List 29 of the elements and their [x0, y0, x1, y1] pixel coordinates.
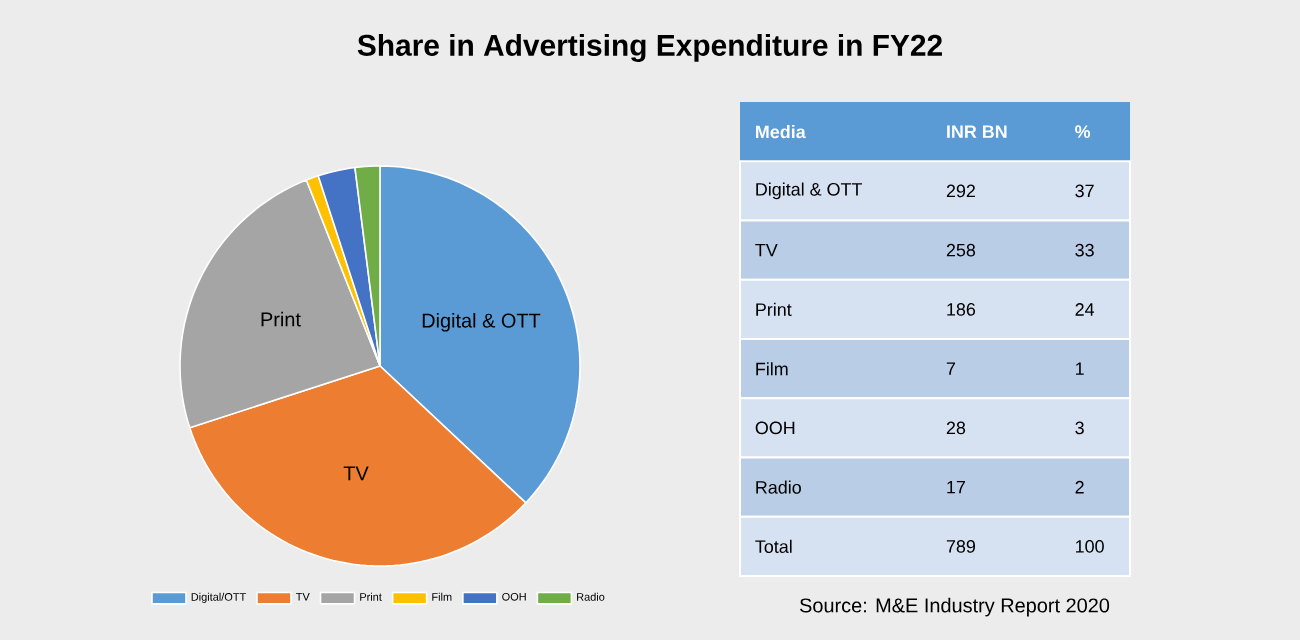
data-label: 2 [1075, 480, 1084, 494]
data-label: 789 [946, 540, 976, 553]
data-label: 258 [946, 243, 976, 257]
data-label: 100 [1076, 540, 1104, 553]
data-label: 186 [947, 303, 976, 316]
source-note: Source: M&E Industry Report 2020 [799, 597, 1110, 617]
series-label: INR BN [947, 125, 1007, 138]
category-label: Radio [756, 480, 801, 494]
text: Digital & OTT [422, 313, 541, 332]
category-label: OOH [755, 421, 795, 435]
data-label: 3 [1075, 421, 1084, 435]
data-label: 37 [1075, 184, 1094, 198]
data-label: 24 [1075, 303, 1095, 316]
category-label: Total [755, 539, 792, 553]
data-label: 33 [1075, 243, 1094, 257]
category-label: Print [756, 302, 792, 316]
data-label: 292 [946, 184, 975, 198]
text: Print [261, 311, 301, 327]
text: % [1075, 125, 1091, 138]
category-label: TV [755, 243, 778, 257]
category-label: Digital & OTT [756, 182, 863, 200]
category-label: Film [756, 362, 788, 376]
text: Media [756, 125, 806, 139]
chart-title: Share in Advertising Expenditure in FY22 [357, 34, 942, 62]
data-label: 17 [947, 480, 965, 494]
text: TV [343, 466, 369, 481]
data-label: 28 [946, 421, 966, 435]
data-label: 7 [946, 362, 956, 375]
data-label: 1 [1076, 362, 1084, 375]
